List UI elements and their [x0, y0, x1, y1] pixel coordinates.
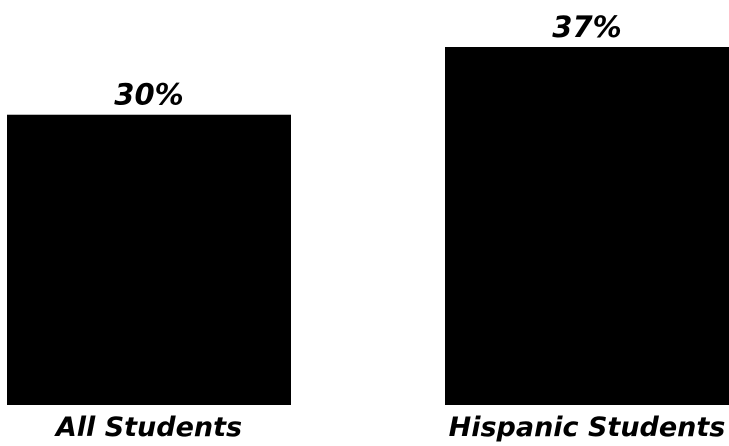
bar-value-label: 30%	[114, 78, 183, 112]
category-label: Hispanic Students	[449, 412, 726, 443]
bar-value-label: 37%	[552, 10, 621, 44]
bar-all-students	[7, 114, 291, 405]
category-label: All Students	[54, 412, 242, 443]
bar-hispanic-students	[445, 47, 729, 405]
